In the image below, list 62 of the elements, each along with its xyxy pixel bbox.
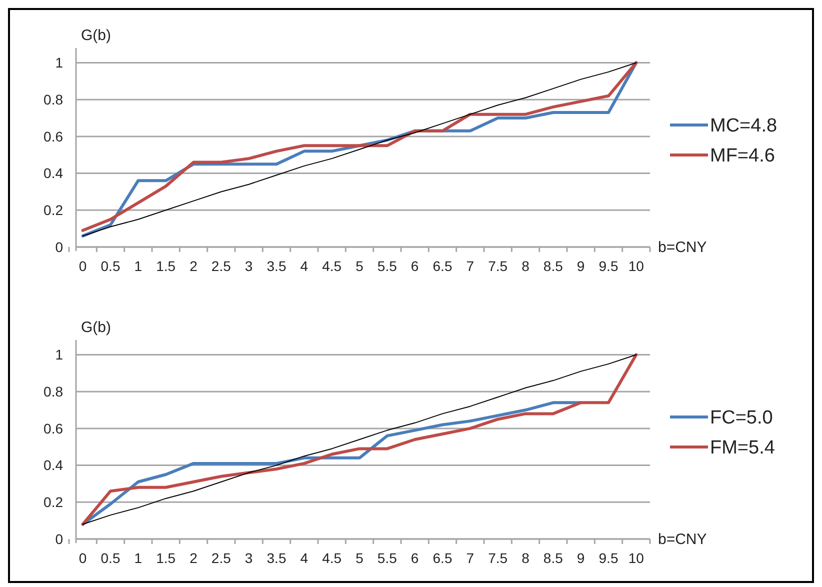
x-tick-label: 5.5 — [377, 258, 398, 274]
y-tick-label: 1 — [55, 346, 64, 363]
x-tick-label: 1 — [134, 550, 142, 566]
x-tick-label: 0.5 — [100, 258, 120, 274]
x-tick-label: 4.5 — [322, 550, 342, 566]
y-tick-label: 0.4 — [44, 165, 64, 182]
x-tick-label: 9.5 — [598, 550, 618, 566]
y-axis-title: G(b) — [81, 319, 112, 336]
x-tick-label: 8 — [522, 258, 530, 274]
x-tick-label: 6.5 — [432, 550, 452, 566]
x-axis-title: b=CNY — [658, 531, 707, 548]
x-tick-label: 9 — [576, 550, 585, 566]
x-tick-label: 2.5 — [211, 258, 232, 274]
x-tick-label: 0 — [78, 258, 87, 274]
x-tick-label: 7 — [466, 258, 474, 274]
y-tick-label: 0.6 — [44, 128, 64, 144]
x-tick-label: 2 — [190, 258, 198, 274]
x-tick-label: 1 — [134, 258, 142, 274]
legend-label: MC=4.8 — [710, 116, 778, 137]
x-tick-label: 0 — [78, 550, 87, 566]
x-tick-label: 7.5 — [488, 258, 508, 274]
x-axis-title: b=CNY — [658, 239, 707, 256]
y-axis-title: G(b) — [81, 27, 112, 44]
x-tick-label: 2.5 — [211, 550, 232, 566]
x-tick-label: 5.5 — [377, 550, 398, 566]
x-tick-label: 2 — [190, 550, 198, 566]
y-tick-label: 0.2 — [44, 494, 64, 510]
x-tick-label: 0.5 — [100, 550, 120, 566]
x-tick-label: 5 — [356, 550, 364, 566]
y-tick-label: 0 — [55, 530, 64, 547]
x-tick-label: 5 — [356, 258, 364, 274]
y-tick-label: 0.2 — [44, 202, 64, 218]
x-tick-label: 9 — [576, 258, 585, 274]
x-tick-label: 6 — [410, 550, 419, 566]
x-tick-label: 8 — [522, 550, 530, 566]
legend-label: FM=5.4 — [710, 438, 776, 459]
x-tick-label: 7.5 — [488, 550, 508, 566]
y-tick-label: 0.8 — [44, 383, 64, 400]
x-tick-label: 4.5 — [322, 258, 342, 274]
x-tick-label: 3.5 — [266, 550, 286, 566]
x-tick-label: 3 — [244, 258, 253, 274]
legend-label: MF=4.6 — [710, 146, 775, 167]
y-tick-label: 0.4 — [44, 457, 64, 474]
x-tick-label: 3.5 — [266, 258, 286, 274]
x-tick-label: 6.5 — [432, 258, 452, 274]
x-tick-label: 10 — [628, 258, 644, 274]
x-tick-label: 7 — [466, 550, 474, 566]
x-tick-label: 6 — [410, 258, 419, 274]
x-tick-label: 4 — [300, 550, 308, 566]
y-tick-label: 1 — [55, 54, 64, 71]
x-tick-label: 10 — [628, 550, 644, 566]
x-tick-label: 4 — [300, 258, 308, 274]
x-tick-label: 1.5 — [156, 550, 176, 566]
x-tick-label: 3 — [244, 550, 253, 566]
legend-label: FC=5.0 — [710, 408, 773, 429]
x-tick-label: 1.5 — [156, 258, 176, 274]
y-tick-label: 0.8 — [44, 91, 64, 108]
x-tick-label: 9.5 — [598, 258, 618, 274]
y-tick-label: 0.6 — [44, 420, 64, 436]
y-tick-label: 0 — [55, 238, 64, 255]
x-tick-label: 8.5 — [543, 258, 564, 274]
x-tick-label: 8.5 — [543, 550, 564, 566]
